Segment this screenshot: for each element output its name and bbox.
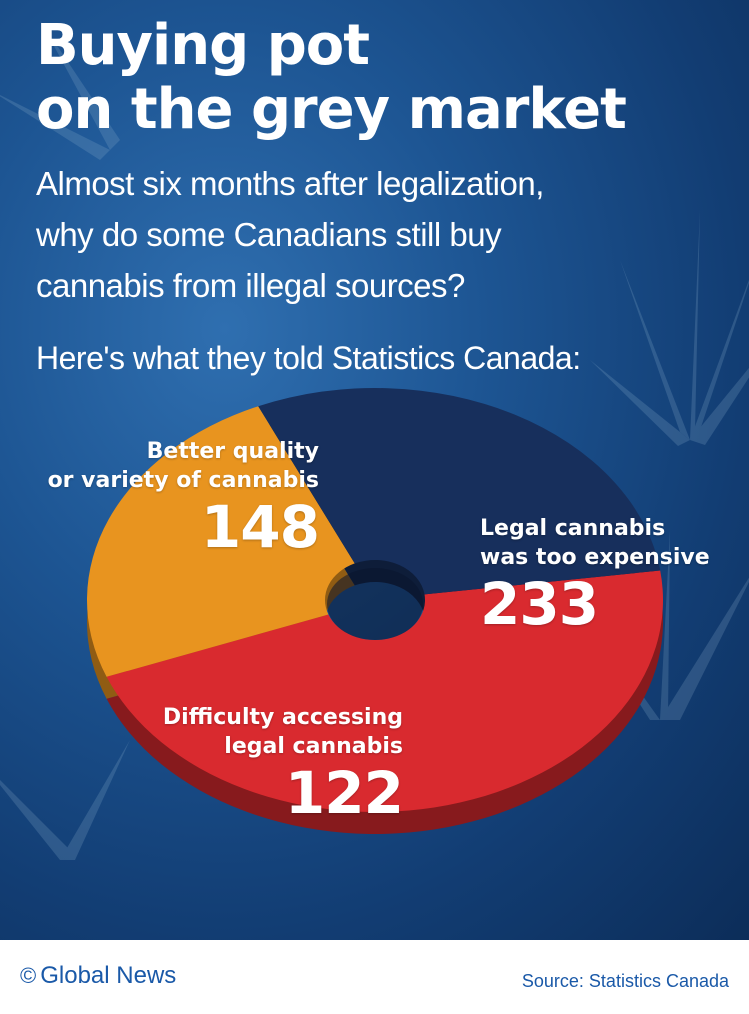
donut-chart [86, 388, 664, 835]
label-difficulty-accessing-line-2: legal cannabis [224, 734, 403, 759]
pie-slice-0 [106, 570, 664, 813]
page-title: Buying pot on the grey market [36, 14, 736, 142]
source-credit: Source: Statistics Canada [521, 971, 729, 991]
value-better-quality: 148 [200, 493, 320, 561]
label-too-expensive: Legal cannabis was too expensive 233 [480, 514, 710, 636]
pie-slice-2 [258, 388, 661, 595]
value-too-expensive: 233 [480, 570, 599, 638]
brand-name: Global News [40, 962, 177, 989]
pie-slice-1 [86, 406, 355, 677]
title-line-1: Buying pot [36, 13, 370, 78]
infographic-poster: Buying pot on the grey market Almost six… [0, 0, 749, 940]
label-too-expensive-line-1: Legal cannabis [480, 516, 666, 541]
footer: © Global News Source: Statistics Canada [0, 940, 749, 1014]
label-too-expensive-line-2: was too expensive [480, 545, 710, 570]
label-difficulty-accessing: Difficulty accessing legal cannabis 122 [162, 703, 404, 827]
label-better-quality-line-1: Better quality [146, 439, 319, 464]
label-better-quality-line-2: or variety of cannabis [47, 468, 319, 493]
title-line-2: on the grey market [36, 77, 627, 142]
copyright-icon: © [20, 963, 37, 988]
subtitle-line-2: why do some Canadians still buy [36, 216, 502, 253]
label-better-quality: Better quality or variety of cannabis 14… [47, 437, 320, 561]
subtitle-line-1: Almost six months after legalization, [36, 165, 544, 202]
donut-hole [327, 568, 423, 640]
subtitle: Almost six months after legalization, wh… [36, 158, 736, 311]
value-difficulty-accessing: 122 [284, 759, 404, 827]
lead-text: Here's what they told Statistics Canada: [36, 340, 581, 376]
subtitle-line-3: cannabis from illegal sources? [36, 267, 465, 304]
label-difficulty-accessing-line-1: Difficulty accessing [162, 705, 403, 730]
brand-logo: © Global News [20, 962, 176, 990]
